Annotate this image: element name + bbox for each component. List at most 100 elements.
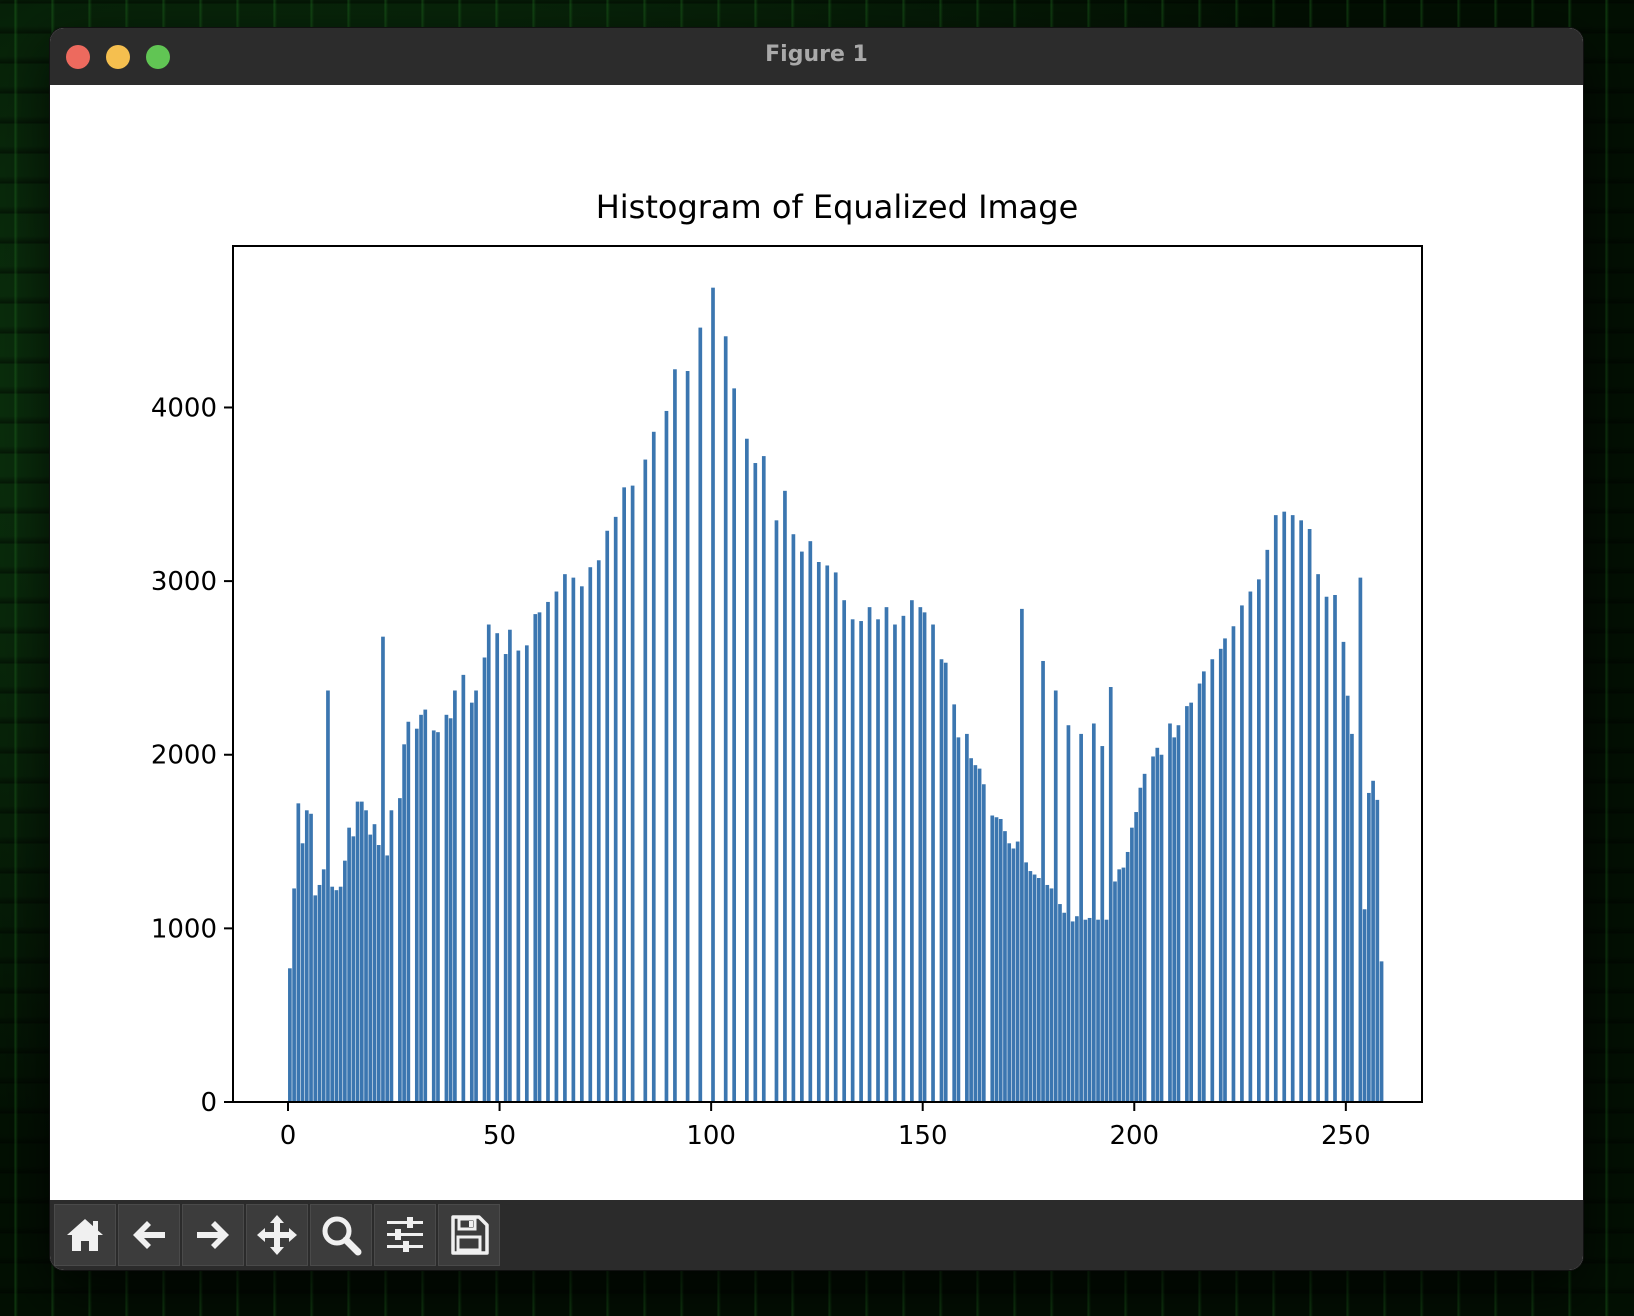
maximize-button[interactable] (146, 45, 170, 69)
histogram-bar (664, 410, 669, 1102)
histogram-bar (385, 855, 390, 1102)
histogram-bar (469, 702, 474, 1102)
histogram-bar (486, 624, 491, 1102)
histogram-bar (1045, 884, 1050, 1102)
histogram-bar (901, 615, 906, 1102)
histogram-bar (596, 560, 601, 1102)
histogram-bar (1240, 605, 1244, 1102)
histogram-bar (859, 621, 863, 1102)
histogram-bar (1324, 596, 1329, 1102)
histogram-bar (1003, 831, 1007, 1102)
histogram-bar (453, 690, 457, 1102)
histogram-bar (304, 810, 309, 1102)
histogram-bar (296, 803, 301, 1102)
x-tick-label: 200 (1109, 1121, 1159, 1151)
y-tick-label: 3000 (151, 567, 217, 597)
x-tick-label: 150 (898, 1121, 948, 1151)
pan-button[interactable] (246, 1204, 308, 1266)
histogram-bar (347, 827, 351, 1102)
histogram-bar (1083, 919, 1088, 1102)
histogram-bar (643, 459, 648, 1102)
histogram-bar (554, 591, 559, 1102)
pan-move-icon (257, 1215, 297, 1255)
histogram-bar (998, 818, 1003, 1102)
zoom-button[interactable] (310, 1204, 372, 1266)
histogram-bar (1100, 746, 1105, 1102)
histogram-bar (884, 607, 889, 1102)
axes-frame (232, 245, 1423, 1103)
histogram-bar (850, 619, 855, 1102)
histogram-bar (1290, 515, 1295, 1102)
histogram-bar (381, 636, 385, 1102)
histogram-bar (1104, 919, 1109, 1102)
histogram-bar (402, 744, 406, 1102)
back-arrow-icon (133, 1221, 165, 1249)
minimize-button[interactable] (106, 45, 130, 69)
histogram-bar (1113, 881, 1117, 1102)
histogram-bar (800, 551, 804, 1102)
histogram-bar (355, 801, 360, 1102)
save-button[interactable] (438, 1204, 500, 1266)
histogram-bar (1032, 874, 1037, 1102)
histogram-bar (1020, 608, 1024, 1102)
home-button[interactable] (54, 1204, 116, 1266)
histogram-bar (588, 567, 593, 1102)
chart-title: Histogram of Equalized Image (596, 188, 1079, 226)
histogram-bar (981, 784, 986, 1102)
histogram-chart: Histogram of Equalized Image 0 50 100 150 20… (151, 188, 1423, 1151)
histogram-bar (414, 728, 419, 1102)
histogram-bar (698, 327, 703, 1102)
histogram-bar (1185, 706, 1189, 1102)
histogram-bar (893, 624, 897, 1102)
histogram-bar (1066, 725, 1071, 1102)
histogram-bar (605, 530, 610, 1102)
histogram-bar (338, 886, 343, 1102)
histogram-bar (1130, 827, 1134, 1102)
back-button[interactable] (118, 1204, 180, 1266)
y-tick-label: 4000 (151, 393, 217, 423)
histogram-bar (1256, 579, 1261, 1102)
histogram-bar (1345, 695, 1350, 1102)
histogram-bar (389, 810, 394, 1102)
histogram-bar (977, 768, 982, 1102)
plot-canvas[interactable]: Histogram of Equalized Image 0 50 100 150 20… (50, 85, 1583, 1200)
histogram-bar (952, 704, 957, 1102)
histogram-bar (406, 721, 411, 1102)
histogram-bar (1138, 787, 1143, 1102)
histogram-bar (1134, 812, 1138, 1102)
histogram-bar (1151, 756, 1155, 1102)
histogram-bar (300, 843, 305, 1102)
histogram-bar (990, 815, 995, 1102)
histogram-bar (351, 836, 356, 1102)
histogram-bar (783, 490, 787, 1102)
configure-subplots-button[interactable] (374, 1204, 436, 1266)
histogram-bar (292, 888, 296, 1102)
histogram-bar (1121, 867, 1126, 1102)
histogram-bar (1096, 919, 1100, 1102)
histogram-bar (613, 516, 618, 1102)
histogram-bar (524, 645, 529, 1102)
close-button[interactable] (66, 45, 90, 69)
histogram-bar (495, 633, 500, 1102)
histogram-bar (309, 813, 313, 1102)
histogram-bar (745, 438, 749, 1102)
histogram-bar (1371, 780, 1375, 1102)
histogram-bar (1168, 723, 1172, 1102)
histogram-bar (398, 798, 402, 1102)
histogram-bar (1210, 659, 1215, 1102)
y-tick-label: 0 (200, 1088, 217, 1118)
histogram-bar (842, 600, 847, 1102)
histogram-bar (1197, 683, 1202, 1102)
window-titlebar[interactable]: Figure 1 (50, 28, 1583, 86)
forward-button[interactable] (182, 1204, 244, 1266)
histogram-bar (1075, 916, 1079, 1102)
histogram-bar (508, 629, 512, 1102)
histogram-bar (313, 895, 318, 1102)
histogram-bar (1087, 917, 1092, 1102)
x-tick-label: 0 (280, 1121, 297, 1151)
histogram-bar (1176, 725, 1181, 1102)
histogram-bar (1189, 702, 1193, 1102)
histogram-bar (1223, 638, 1227, 1102)
histogram-bar (563, 574, 567, 1102)
histogram-bar (918, 607, 923, 1102)
